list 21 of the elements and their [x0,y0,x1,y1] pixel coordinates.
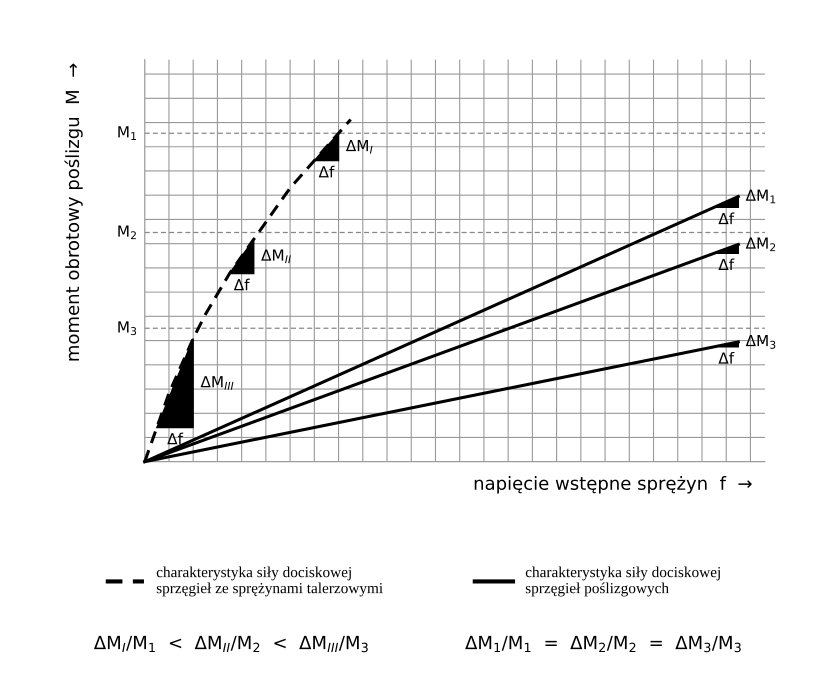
annotation: Δf [167,432,184,444]
ref-line-label: M$_{3}$ [118,321,136,336]
annotation: Δf [318,166,335,178]
ref-line-label: M$_{2}$ [118,226,136,240]
annotation: Δf [718,352,734,364]
legend-label: charakterystyka siły dociskowej sprzęgieł ze sprężynami talerzowymi [156,566,383,596]
text: ΔM$_{I}$/M$_{1}$ < ΔM$_{II}$/M$_{2}$ < ΔM$_{III}$/M$_{3}$ [94,636,368,652]
text: ΔM$_{2}$ [746,238,776,252]
y-axis-title: moment obrotowy poślizgu M → [64,64,83,361]
ref-line-label: M$_{1}$ [118,126,136,140]
text: ΔM$_{1}$ [746,190,776,204]
annotation: Δf [718,212,734,224]
annotation: ΔM$_{I}$ [346,140,372,154]
annotation: ΔM$_{II}$ [261,249,291,264]
annotation: Δf [234,278,250,290]
legend-label: charakterystyka siły dociskowej sprzęgieł poślizgowych [526,566,720,596]
annotation: ΔM$_{III}$ [200,376,234,390]
text: ΔM$_{1}$/M$_{1}$ = ΔM$_{2}$/M$_{2}$ = ΔM$_{3}$/M$_{3}$ [465,636,741,652]
annotation: Δf [718,258,734,270]
x-axis-title: napięcie wstępne sprężyn f → [474,476,752,494]
text: ΔM$_{3}$ [746,335,776,349]
